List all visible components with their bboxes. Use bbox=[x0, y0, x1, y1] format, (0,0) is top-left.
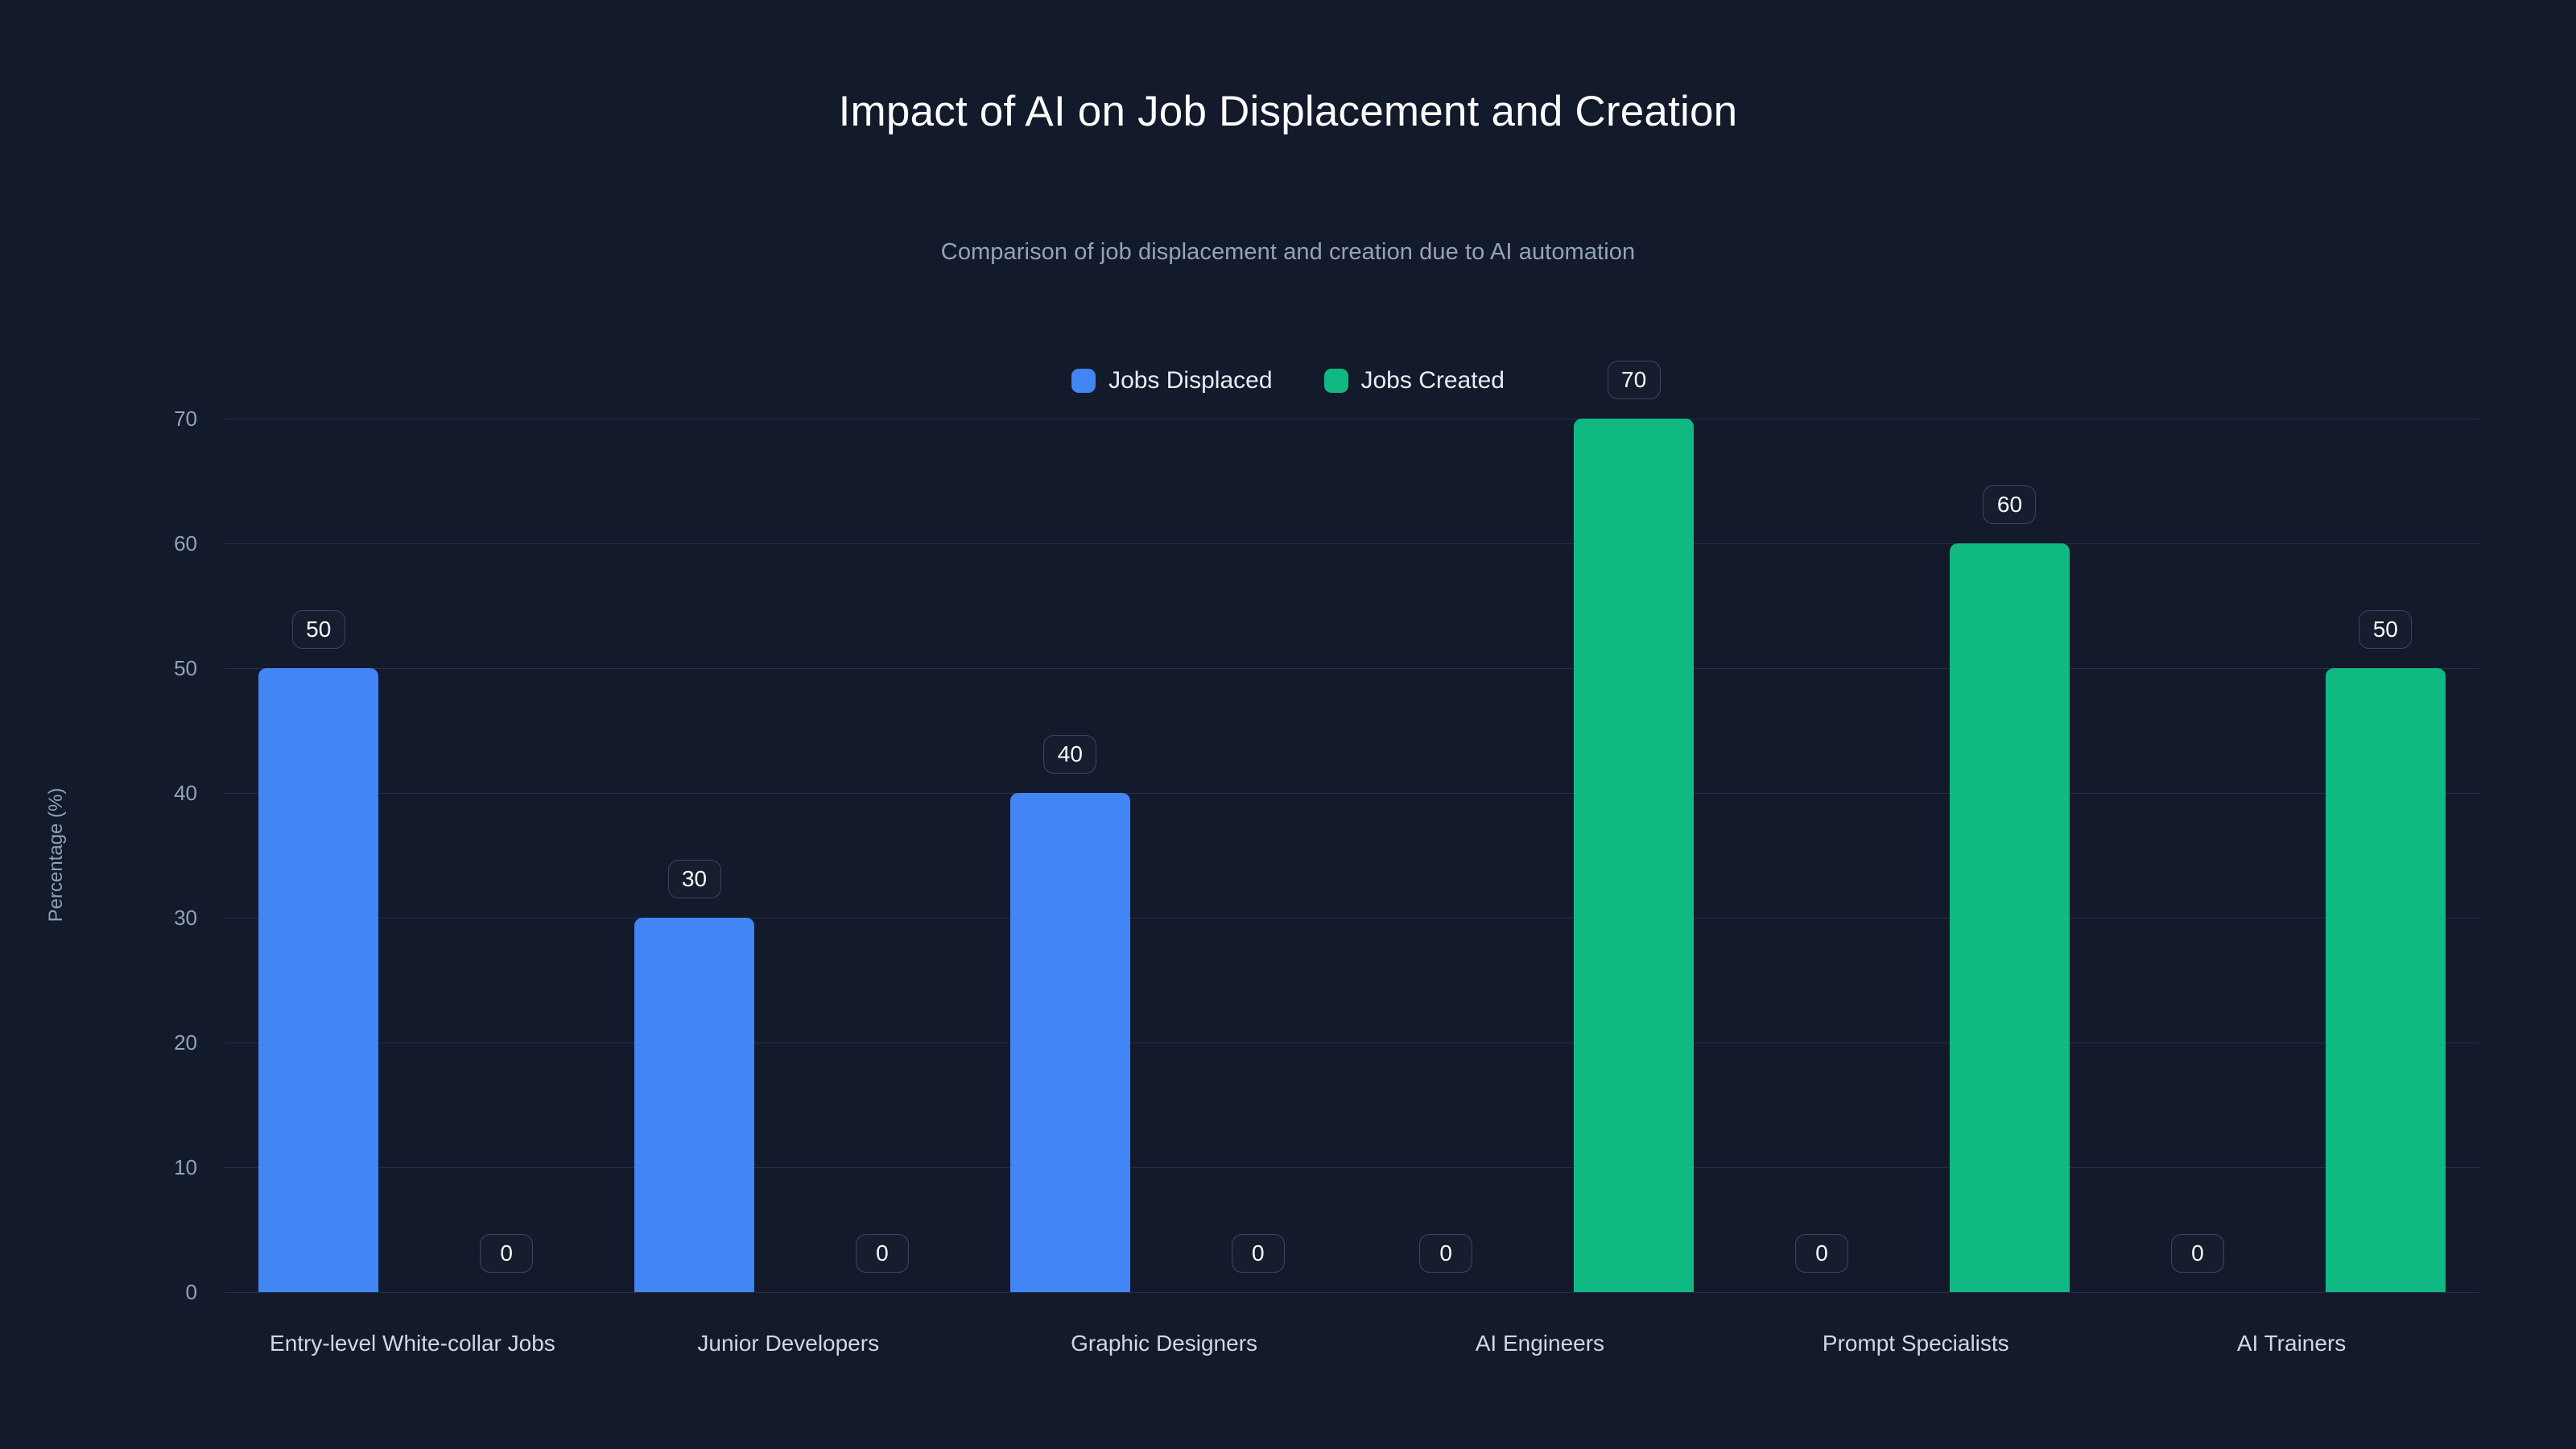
bar[interactable] bbox=[634, 918, 755, 1292]
y-tick-label: 70 bbox=[174, 407, 197, 431]
gridline bbox=[225, 1292, 2479, 1293]
data-label-badge: 0 bbox=[1231, 1234, 1285, 1273]
y-tick-label: 40 bbox=[174, 781, 197, 805]
gridline bbox=[225, 668, 2479, 669]
x-tick-label: Graphic Designers bbox=[1071, 1331, 1258, 1356]
data-label-badge: 40 bbox=[1043, 735, 1097, 774]
data-label-badge: 0 bbox=[1795, 1234, 1849, 1273]
gridline bbox=[225, 543, 2479, 544]
chart-title: Impact of AI on Job Displacement and Cre… bbox=[838, 88, 1738, 135]
gridline bbox=[225, 1167, 2479, 1168]
bar[interactable] bbox=[1574, 419, 1695, 1292]
data-label-badge: 50 bbox=[2359, 610, 2413, 649]
data-label-badge: 50 bbox=[291, 610, 345, 649]
y-axis-title: Percentage (%) bbox=[45, 787, 67, 923]
data-label-badge: 30 bbox=[667, 860, 721, 898]
bar[interactable] bbox=[1009, 793, 1130, 1292]
legend-item-jobs-displaced[interactable]: Jobs Displaced bbox=[1071, 367, 1273, 394]
x-tick-label: Prompt Specialists bbox=[1822, 1331, 2009, 1356]
bar[interactable] bbox=[1949, 543, 2070, 1292]
plot-area bbox=[225, 419, 2479, 1293]
legend-swatch-icon bbox=[1323, 369, 1348, 393]
y-tick-label: 30 bbox=[174, 906, 197, 930]
y-tick-label: 50 bbox=[174, 656, 197, 680]
y-tick-label: 60 bbox=[174, 531, 197, 555]
y-tick-label: 0 bbox=[185, 1280, 197, 1304]
legend-swatch-icon bbox=[1071, 369, 1096, 393]
chart-legend: Jobs Displaced Jobs Created bbox=[0, 369, 2576, 393]
y-tick-label: 10 bbox=[174, 1155, 197, 1179]
data-label-badge: 0 bbox=[855, 1234, 909, 1273]
legend-item-jobs-created[interactable]: Jobs Created bbox=[1323, 367, 1505, 394]
x-tick-label: AI Engineers bbox=[1475, 1331, 1605, 1356]
gridline bbox=[225, 918, 2479, 919]
gridline bbox=[225, 793, 2479, 794]
data-label-badge: 70 bbox=[1607, 361, 1661, 399]
x-tick-label: AI Trainers bbox=[2236, 1331, 2347, 1356]
x-tick-label: Entry-level White-collar Jobs bbox=[270, 1331, 555, 1356]
legend-label: Jobs Created bbox=[1360, 367, 1505, 394]
bar[interactable] bbox=[258, 668, 379, 1292]
bar[interactable] bbox=[2325, 668, 2446, 1292]
data-label-badge: 0 bbox=[1419, 1234, 1473, 1273]
y-tick-label: 20 bbox=[174, 1030, 197, 1055]
data-label-badge: 0 bbox=[480, 1234, 534, 1273]
gridline bbox=[225, 1042, 2479, 1043]
x-tick-label: Junior Developers bbox=[697, 1331, 880, 1356]
legend-label: Jobs Displaced bbox=[1108, 367, 1273, 394]
data-label-badge: 60 bbox=[1983, 485, 2037, 524]
chart-subtitle: Comparison of job displacement and creat… bbox=[940, 239, 1636, 265]
data-label-badge: 0 bbox=[2170, 1234, 2224, 1273]
